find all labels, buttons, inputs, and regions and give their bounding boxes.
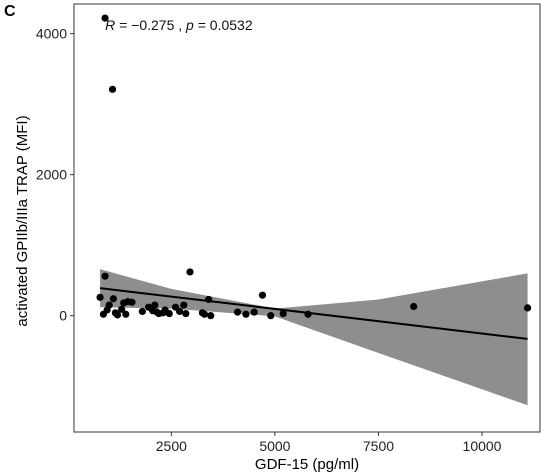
confidence-band: [100, 269, 528, 406]
p-symbol: p: [185, 17, 194, 33]
data-point: [176, 307, 184, 316]
x-tick-label: 7500: [363, 438, 394, 454]
panel-letter: C: [4, 3, 16, 20]
data-point: [108, 85, 117, 93]
y-tick-label: 2000: [36, 167, 67, 183]
y-axis-title: activated GPIIb/IIIa TRAP (MFI): [14, 115, 31, 326]
data-point: [250, 308, 258, 316]
data-point: [109, 295, 117, 303]
data-point: [138, 307, 146, 316]
plot-frame: [73, 3, 541, 433]
data-point: [304, 310, 312, 318]
y-tick-label: 0: [59, 308, 67, 324]
data-point: [242, 310, 250, 318]
confidence-band-layer: [100, 269, 528, 406]
data-point: [101, 14, 109, 22]
x-tick-label: 2500: [156, 438, 187, 454]
data-point: [205, 295, 213, 304]
data-point: [151, 301, 159, 309]
x-tick-label: 10000: [463, 438, 502, 454]
data-point: [200, 310, 209, 318]
x-axis-title: GDF-15 (pg/ml): [255, 456, 359, 473]
p-value: = 0.0532: [194, 17, 253, 33]
r-value: = −0.275 ,: [115, 17, 186, 33]
data-point: [113, 311, 122, 319]
x-tick-label: 5000: [259, 438, 290, 454]
data-point: [105, 301, 113, 309]
data-point: [267, 312, 275, 320]
data-point: [410, 302, 418, 311]
data-point: [207, 312, 215, 320]
data-point: [234, 308, 242, 316]
data-point: [101, 272, 109, 280]
data-point: [182, 309, 190, 318]
data-point: [96, 293, 104, 301]
correlation-annotation: R = −0.275 , p = 0.0532: [105, 17, 253, 33]
data-points-layer: [96, 14, 532, 320]
data-point: [122, 310, 130, 318]
y-tick-label: 4000: [36, 26, 67, 42]
data-point: [523, 304, 532, 312]
data-point: [186, 268, 194, 276]
r-symbol: R: [105, 17, 115, 33]
data-point: [128, 298, 136, 306]
y-ticks: 0 2000 4000: [36, 26, 74, 324]
data-point: [180, 301, 188, 309]
data-point: [118, 305, 126, 313]
data-point: [279, 309, 287, 318]
data-point: [165, 309, 173, 318]
x-ticks: 2500 5000 7500 10000: [156, 432, 502, 454]
regression-line: [99, 287, 528, 340]
data-point: [258, 291, 267, 299]
fit-line-layer: [99, 287, 528, 340]
